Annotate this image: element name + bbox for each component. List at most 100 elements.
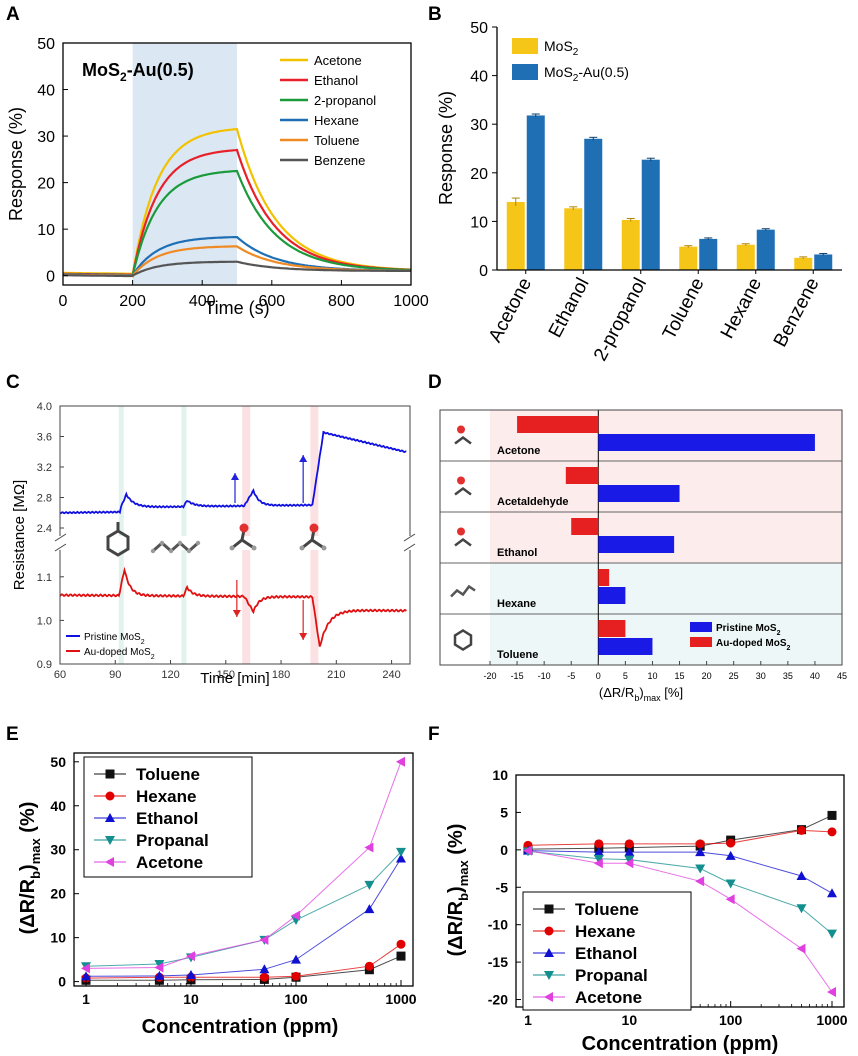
panel-d-molecule-oxygen <box>457 476 465 485</box>
panel-d-xtick-label: 45 <box>837 671 847 681</box>
panel-f-marker-acetone <box>725 894 735 905</box>
panel-d-legend-label: Au-doped MoS2 <box>716 638 791 652</box>
panel-c-molecule-atom <box>321 545 327 551</box>
panel-c-legend-label-sub: 2 <box>151 654 155 661</box>
panel-d-molecule <box>454 476 472 496</box>
panel-e-marker-acetone <box>186 951 195 962</box>
panel-d-xtick-label: -15 <box>511 671 524 681</box>
panel-b-legend-label-sub: 2 <box>573 73 579 84</box>
panel-f-marker-acetone <box>593 858 603 869</box>
panel-e-marker-hexane <box>396 939 406 949</box>
panel-f-line-hexane <box>527 829 833 846</box>
panel-b-legend-label-main: MoS <box>544 38 573 54</box>
panel-e-xlabel: Concentration (ppm) <box>142 1016 339 1038</box>
panel-c-xtick-label: 120 <box>161 669 179 681</box>
panel-f-xlabel: Concentration (ppm) <box>582 1033 779 1055</box>
panel-b-legend-label-main: MoS <box>544 64 573 80</box>
panel-e-marker-ethanol <box>259 964 270 974</box>
panel-b-bar <box>621 219 640 270</box>
panel-b-ytick-label: 20 <box>470 166 488 183</box>
panel-d-bar-au-doped <box>571 518 599 535</box>
panel-f-ytick-label: -5 <box>496 879 509 895</box>
panel-f-marker-propanal <box>593 854 604 864</box>
panel-c: C 60 90 120 150 180 210 240 2.4 2.8 3.2 3.6 4.0 0.9 1… <box>6 372 416 687</box>
panel-a-xtick-label: 400 <box>189 293 216 310</box>
panel-a-ytick-label: 40 <box>37 83 55 100</box>
panel-c-molecule-atom <box>150 548 156 554</box>
panel-e-marker-acetone <box>396 756 405 767</box>
panel-d-category-label: Hexane <box>497 598 536 610</box>
panel-d-category-label: Acetaldehyde <box>497 496 569 508</box>
panel-f-marker-ethanol <box>593 847 604 857</box>
panel-c-arrow-head <box>299 455 308 462</box>
panel-b-ytick-label: 40 <box>470 69 488 86</box>
panel-a-line-benzene <box>63 260 411 278</box>
panel-d-letter: D <box>428 372 442 393</box>
panel-f-ytick-label: 10 <box>492 767 508 783</box>
panel-c-break-mark <box>54 543 67 552</box>
panel-e-legend-label: Ethanol <box>136 809 198 828</box>
panel-f-legend: Toluene Hexane Ethanol Propanal Acetone <box>522 891 692 1011</box>
panel-b-legend-swatch <box>512 64 538 80</box>
panel-e-legend-marker <box>105 836 115 845</box>
panel-d-molecule <box>454 527 472 547</box>
panel-e-marker-ethanol <box>396 853 406 863</box>
panel-f-marker-acetone <box>695 876 705 887</box>
panel-e-marker-ethanol <box>291 954 301 964</box>
panel-f-marker-hexane <box>796 825 806 835</box>
panel-f-marker-ethanol <box>725 850 736 860</box>
panel-a-ylabel: Response (%) <box>6 107 26 221</box>
panel-e-xtick-label: 100 <box>284 991 308 1007</box>
panel-c-molecule-acetone <box>299 523 327 551</box>
panel-f-legend-label: Toluene <box>575 900 639 919</box>
panel-d-xtick-label: 35 <box>783 671 793 681</box>
panel-a-legend: Acetone Ethanol 2-propanol Hexane Toluene Ben… <box>280 53 376 168</box>
panel-b-bar <box>814 254 833 270</box>
panel-d-bar-au-doped <box>517 416 599 433</box>
panel-b-category-label: Benzene <box>770 274 824 350</box>
panel-f-marker-propanal <box>725 879 736 889</box>
panel-d-xtick-label: 25 <box>729 671 739 681</box>
panel-b-bar <box>641 159 660 270</box>
panel-a: A 0 200 400 600 800 1000 0 10 20 30 40 50 Time (s)… <box>6 4 429 318</box>
panel-d-category-label: Ethanol <box>497 547 537 559</box>
panel-c-arrows <box>231 455 308 640</box>
panel-d-bar-pristine <box>598 587 626 604</box>
panel-b-category-label: 2-propanol <box>590 274 651 364</box>
panel-c-ytick-label: 2.4 <box>37 523 52 535</box>
panel-d-category-label: Acetone <box>497 445 540 457</box>
panel-e-line-hexane <box>85 943 402 979</box>
panel-c-molecule-atom <box>186 548 192 554</box>
panel-a-lines <box>62 127 412 279</box>
panel-f-marker-acetone <box>624 858 634 869</box>
panel-d-row-band <box>490 563 842 614</box>
panel-e-ytick-label: 20 <box>50 886 66 902</box>
panel-e-marker-ethanol <box>364 904 375 914</box>
panel-c-molecule-oxygen <box>309 523 319 533</box>
panel-c-injection-band <box>181 406 187 664</box>
panel-b-ytick-label: 0 <box>479 263 488 280</box>
panel-d-legend-label-main: Au-doped MoS <box>716 638 787 649</box>
panel-a-legend-label: Toluene <box>314 133 360 148</box>
panel-f-marker-propanal <box>796 904 807 914</box>
panel-c-xtick-label: 240 <box>382 669 400 681</box>
panel-b-ytick-label: 50 <box>470 20 488 37</box>
panel-e-marker-hexane <box>259 972 269 982</box>
panel-f-marker-acetone <box>827 987 836 998</box>
panel-a-legend-label: Benzene <box>314 153 365 168</box>
panel-f-marker-hexane <box>594 839 604 849</box>
panel-c-ytick-label: 0.9 <box>37 659 52 671</box>
panel-d-molecule <box>450 584 476 598</box>
panel-a-xtick-label: 800 <box>328 293 355 310</box>
panel-c-trace-pristine <box>59 430 407 515</box>
panel-f-marker-acetone <box>796 943 806 954</box>
panel-c-xtick-label: 210 <box>327 669 345 681</box>
panel-f-xtick-label: 10 <box>622 1012 638 1028</box>
panel-b-bar <box>564 208 583 270</box>
panel-c-ylabel: Resistance [MΩ] <box>11 480 28 590</box>
panel-e-marker-propanal <box>364 880 375 890</box>
panel-c-legend-label: Au-doped MoS2 <box>84 647 155 661</box>
